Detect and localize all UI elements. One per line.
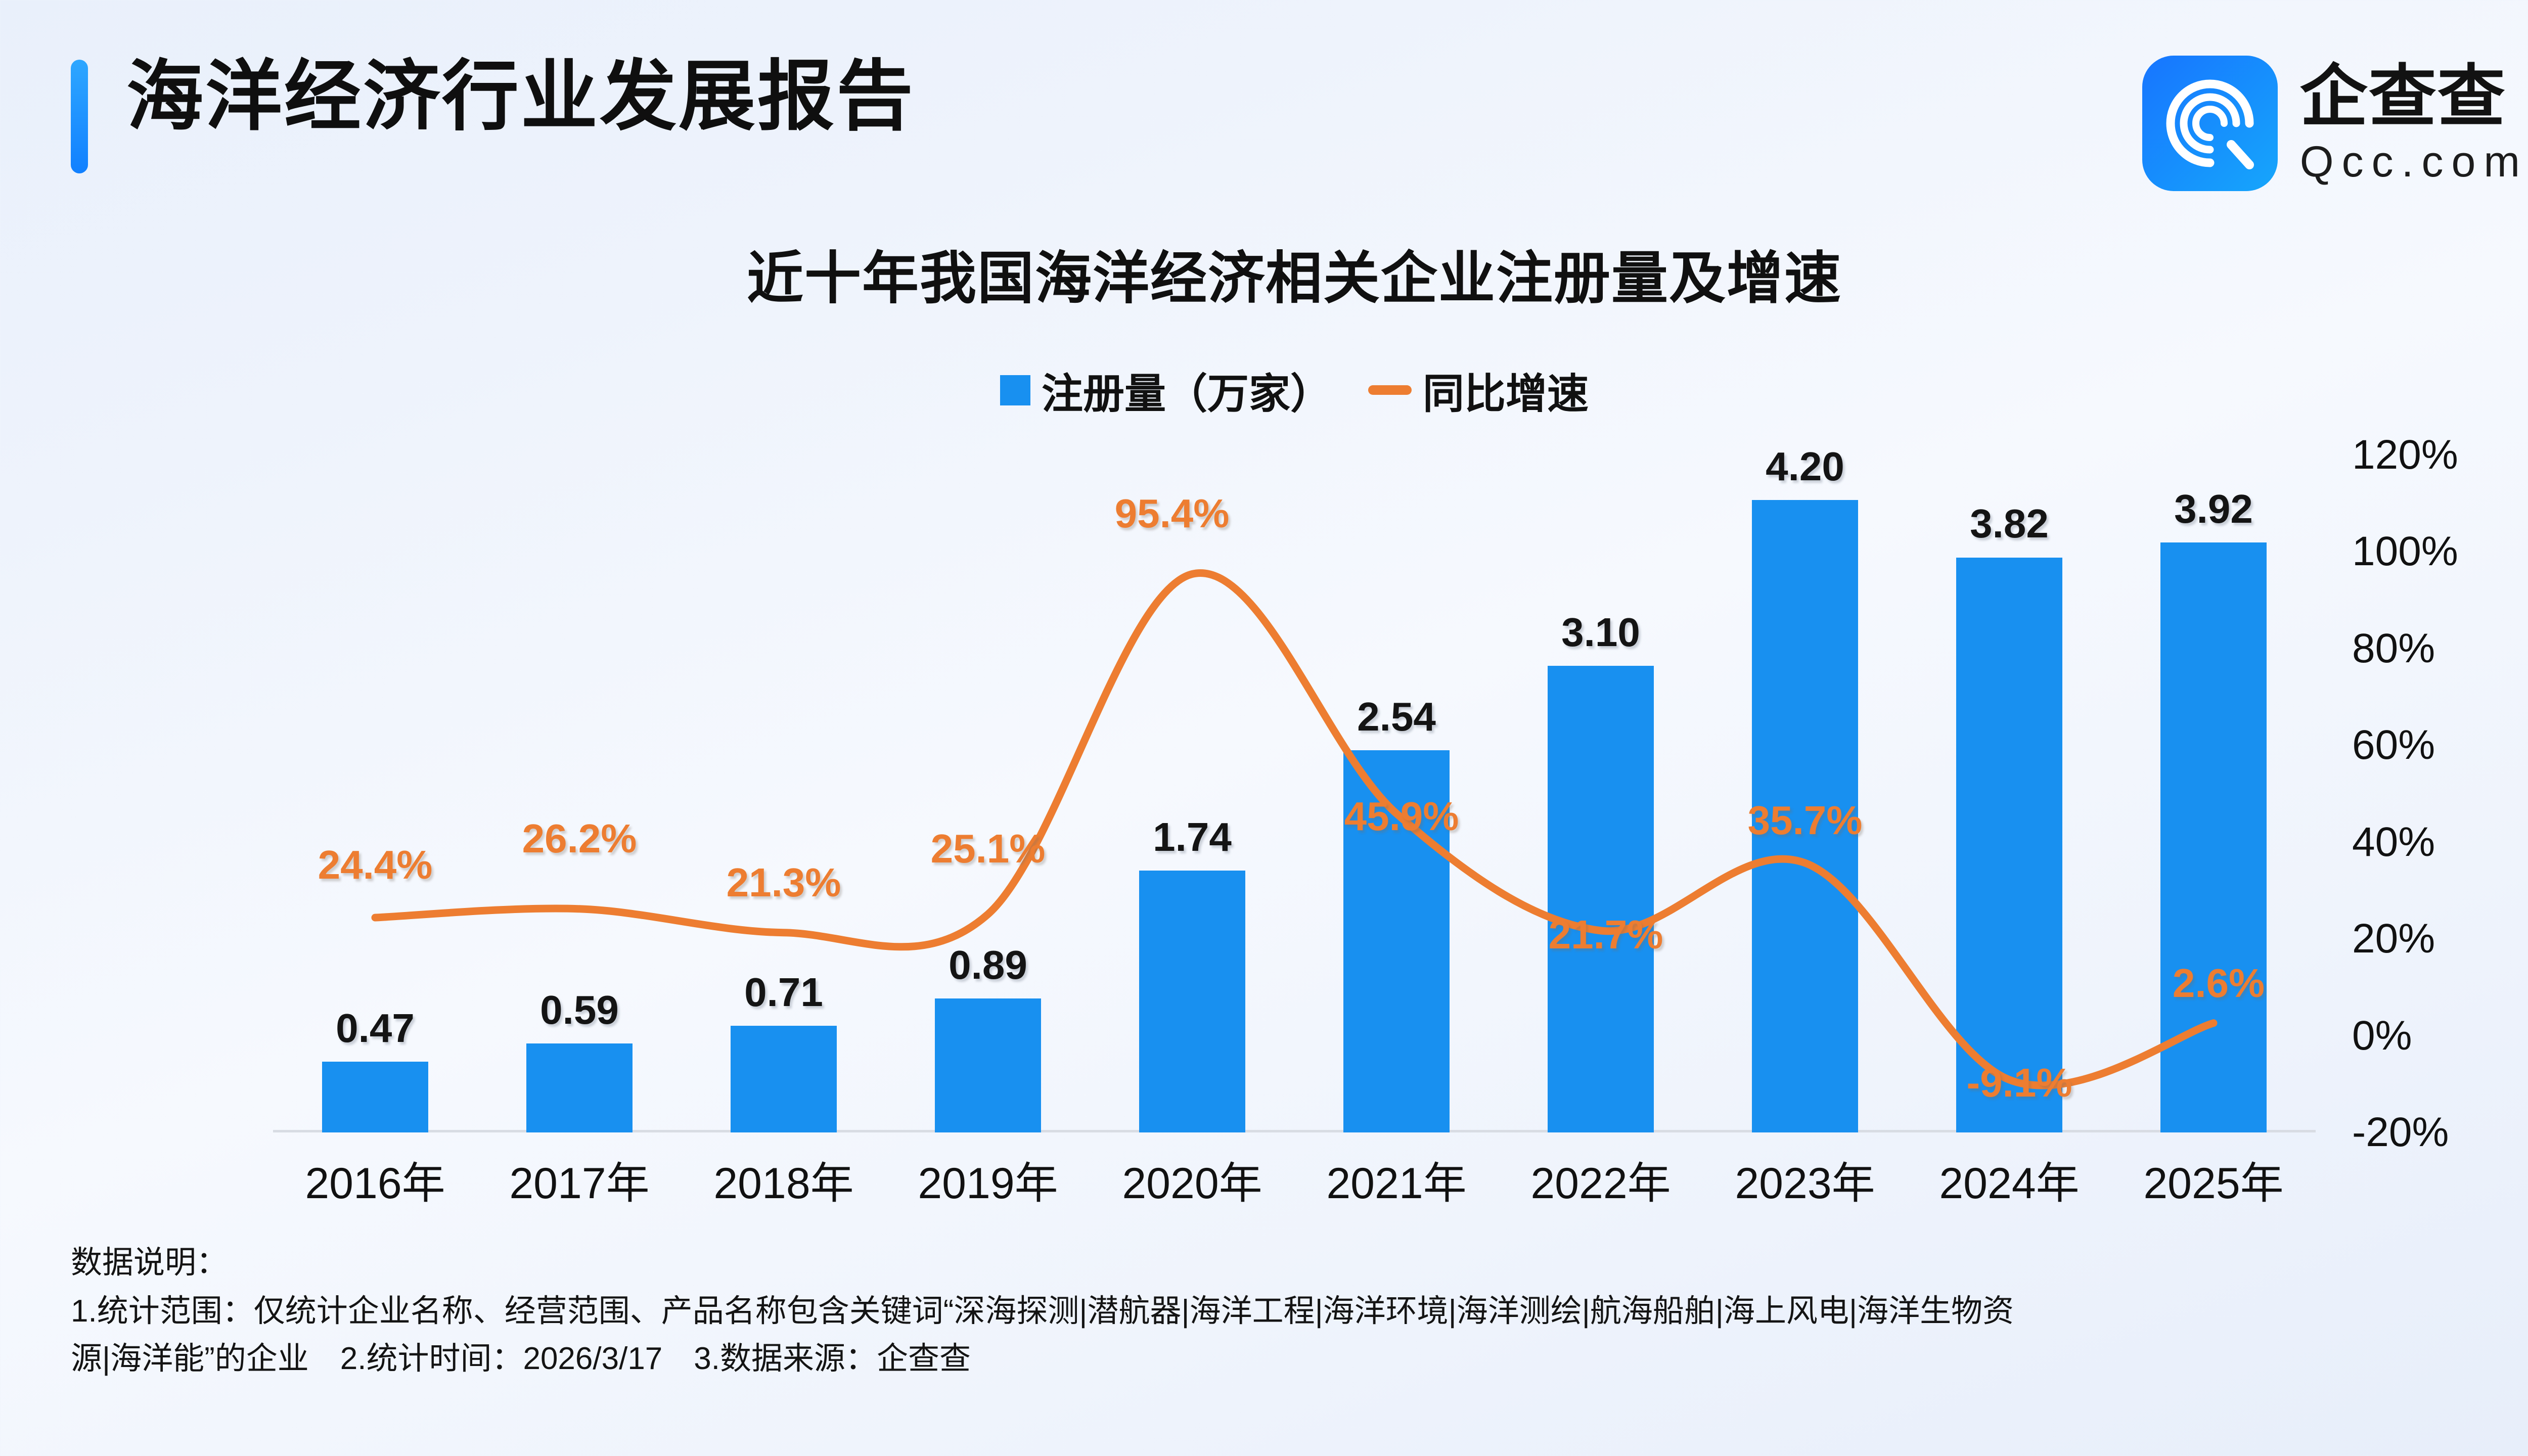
bar-value-label: 3.92 [2174,486,2253,531]
bar-value-label: 0.71 [744,969,823,1015]
y-axis-right-tick: 20% [2352,916,2435,962]
legend-item-registrations: 注册量（万家） [1000,360,1332,420]
bar-2024年[interactable] [1956,557,2063,1132]
x-axis-tick-2016年: 2016年 [305,1159,445,1208]
legend-label-registrations: 注册量（万家） [1041,371,1332,417]
bar-value-label: 1.74 [1153,814,1232,859]
bar-2025年[interactable] [2160,542,2267,1132]
page-title: 海洋经济行业发展报告 [126,54,915,140]
growth-rate-label: 35.7% [1747,797,1863,843]
footnote-line-1: 1.统计范围：仅统计企业名称、经营范围、产品名称包含关键词“深海探测|潜航器|海… [71,1294,2014,1329]
bar-2020年[interactable] [1139,870,1246,1132]
legend-label-growth-rate: 同比增速 [1423,371,1589,417]
footnote-line-2: 源|海洋能”的企业 2.统计时间：2026/3/17 3.数据来源：企查查 [71,1341,971,1377]
bar-value-label: 2.54 [1357,694,1436,739]
x-axis-tick-2025年: 2025年 [2143,1159,2284,1208]
bar-2018年[interactable] [730,1025,837,1132]
bar-value-label: 0.89 [949,942,1027,987]
logo-wordmark: 企查查 Qcc.com [2300,63,2528,184]
bar-value-label: 3.82 [1970,501,2049,547]
qcc-spiral-q-icon [2142,56,2278,191]
y-axis-right-tick: 100% [2352,528,2458,575]
bar-value-label: 4.20 [1766,444,1844,489]
footnote-heading: 数据说明： [71,1245,228,1280]
x-axis-tick-2024年: 2024年 [1939,1159,2080,1208]
y-axis-right-tick: -20% [2352,1109,2449,1155]
y-axis-right-tick: 60% [2352,722,2435,768]
chart-legend: 注册量（万家） 同比增速 [0,360,2528,420]
growth-rate-label: -9.1% [1966,1060,2072,1105]
logo-company-name: 企查查 [2299,59,2506,134]
line-swatch-icon [1368,385,1412,395]
y-axis-right-tick: 40% [2352,818,2435,865]
bar-2016年[interactable] [322,1062,429,1132]
bar-swatch-icon [1000,375,1030,405]
growth-rate-label: 2.6% [2172,960,2265,1006]
growth-rate-line [371,569,2218,1089]
growth-rate-label: 21.7% [1548,912,1663,957]
y-axis-right-tick: 120% [2352,432,2458,478]
bar-2022年[interactable] [1547,665,1654,1132]
growth-rate-label: 24.4% [318,842,433,888]
bar-2023年[interactable] [1751,500,1859,1132]
x-axis-tick-2017年: 2017年 [509,1159,650,1208]
x-axis-tick-2019年: 2019年 [918,1159,1058,1208]
legend-item-growth-rate: 同比增速 [1368,360,1589,420]
title-accent-bar [71,60,88,173]
x-axis-baseline [273,1130,2316,1132]
growth-rate-label: 21.3% [726,859,841,905]
brand-logo: 企查查 Qcc.com [2142,56,2528,191]
chart-title: 近十年我国海洋经济相关企业注册量及增速 [747,247,1842,310]
line-series-layer [371,569,2218,1089]
y-axis-right-tick: 80% [2352,625,2435,671]
footnotes: 数据说明： 1.统计范围：仅统计企业名称、经营范围、产品名称包含关键词“深海探测… [71,1238,2528,1383]
growth-rate-label: 95.4% [1114,491,1230,536]
chart-plot-area: 0.00.51.01.52.02.53.03.54.04.5 -20%0%20%… [273,432,2458,1155]
bar-2019年[interactable] [934,998,1042,1132]
growth-rate-label: 45.9% [1344,794,1459,839]
x-axis-tick-2021年: 2021年 [1326,1159,1467,1208]
bar-value-label: 3.10 [1561,609,1640,655]
bar-2017年[interactable] [526,1043,633,1132]
growth-rate-label: 25.1% [930,826,1046,872]
page-header: 海洋经济行业发展报告 企查查 Qcc.com [0,0,2528,217]
bar-value-label: 0.59 [540,987,619,1033]
x-axis-tick-2020年: 2020年 [1122,1159,1262,1208]
logo-domain: Qcc.com [2299,138,2528,186]
x-axis-tick-2022年: 2022年 [1530,1159,1671,1208]
x-axis-tick-2023年: 2023年 [1735,1159,1875,1208]
growth-rate-label: 26.2% [522,815,637,861]
bar-value-label: 0.47 [336,1006,415,1051]
x-axis-tick-2018年: 2018年 [713,1159,854,1208]
y-axis-right-tick: 0% [2352,1012,2412,1059]
